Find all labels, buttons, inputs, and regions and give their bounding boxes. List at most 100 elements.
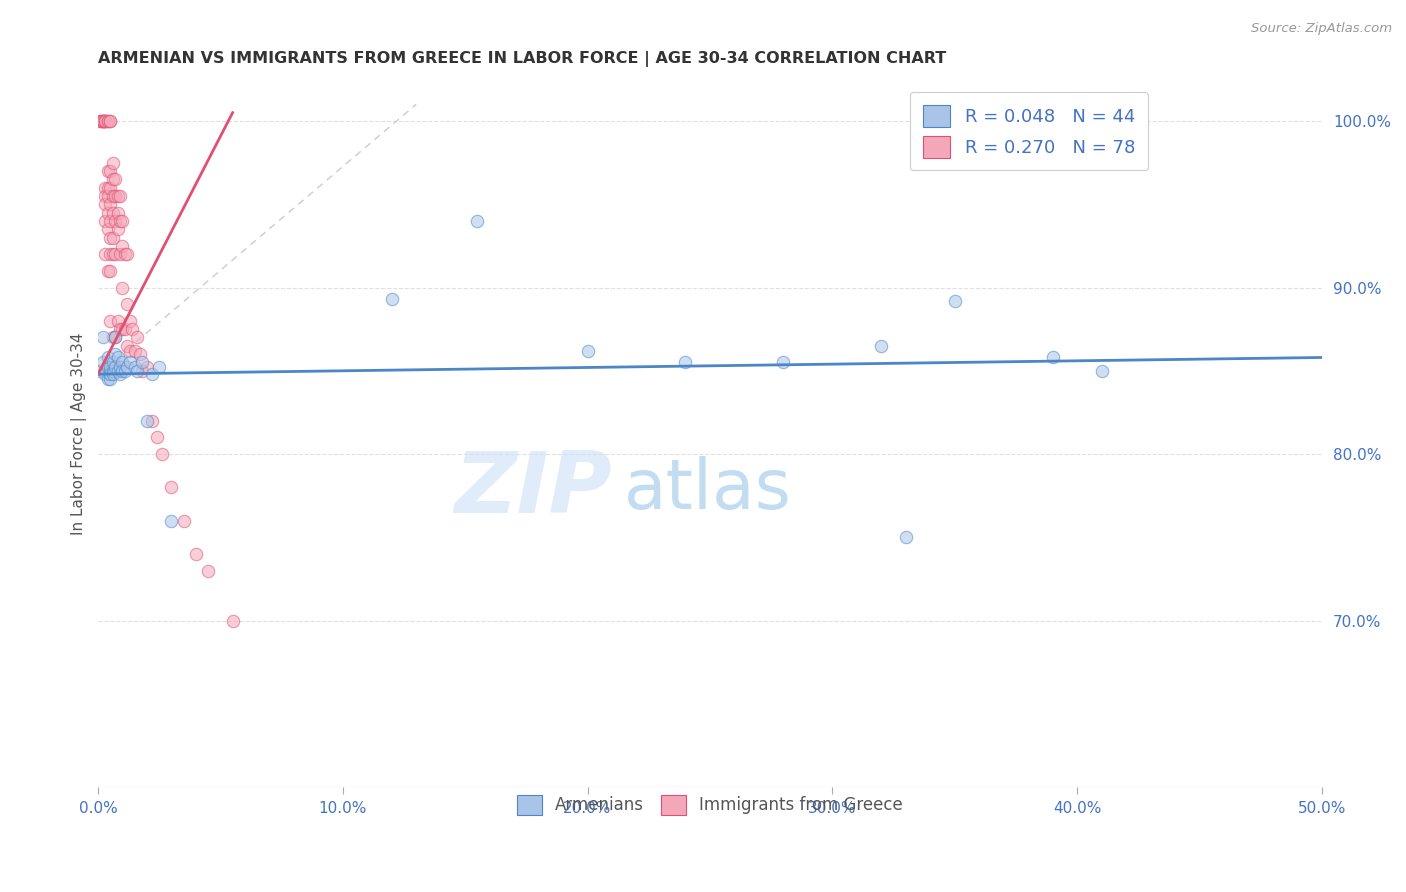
- Point: [97, 360, 120, 375]
- Text: Source: ZipAtlas.com: Source: ZipAtlas.com: [1251, 22, 1392, 36]
- Point: [107, 222, 129, 236]
- Point: [94, 114, 117, 128]
- Point: [97, 222, 120, 236]
- Text: ZIP: ZIP: [454, 449, 612, 532]
- Point: [141, 414, 163, 428]
- Point: [91, 114, 114, 128]
- Point: [97, 114, 120, 128]
- Point: [114, 247, 136, 261]
- Point: [91, 114, 114, 128]
- Point: [943, 293, 966, 308]
- Point: [107, 205, 129, 219]
- Point: [107, 314, 129, 328]
- Point: [148, 360, 170, 375]
- Point: [108, 360, 131, 375]
- Point: [98, 314, 121, 328]
- Point: [150, 447, 173, 461]
- Point: [91, 114, 114, 128]
- Point: [89, 114, 111, 128]
- Legend: Armenians, Immigrants from Greece: Armenians, Immigrants from Greece: [508, 784, 912, 825]
- Point: [145, 430, 167, 444]
- Point: [117, 339, 139, 353]
- Point: [108, 322, 131, 336]
- Point: [94, 114, 117, 128]
- Point: [101, 355, 124, 369]
- Point: [107, 189, 129, 203]
- Point: [104, 214, 127, 228]
- Point: [117, 360, 139, 375]
- Text: atlas: atlas: [624, 457, 792, 524]
- Point: [184, 547, 207, 561]
- Point: [104, 347, 127, 361]
- Point: [98, 197, 121, 211]
- Point: [98, 364, 121, 378]
- Point: [104, 330, 127, 344]
- Point: [101, 230, 124, 244]
- Point: [94, 367, 117, 381]
- Point: [127, 364, 149, 378]
- Point: [94, 364, 117, 378]
- Point: [98, 114, 121, 128]
- Point: [98, 114, 121, 128]
- Point: [576, 343, 599, 358]
- Point: [101, 367, 124, 381]
- Point: [136, 414, 159, 428]
- Point: [104, 172, 127, 186]
- Point: [101, 189, 124, 203]
- Point: [124, 360, 146, 375]
- Point: [1090, 364, 1112, 378]
- Point: [118, 355, 141, 369]
- Point: [221, 614, 243, 628]
- Point: [141, 367, 163, 381]
- Point: [111, 364, 134, 378]
- Point: [107, 351, 129, 365]
- Point: [1042, 351, 1064, 365]
- Point: [114, 364, 136, 378]
- Point: [111, 280, 134, 294]
- Point: [894, 530, 917, 544]
- Point: [97, 189, 120, 203]
- Point: [91, 114, 114, 128]
- Point: [131, 355, 153, 369]
- Point: [94, 197, 117, 211]
- Point: [97, 205, 120, 219]
- Point: [111, 355, 134, 369]
- Point: [101, 205, 124, 219]
- Point: [101, 364, 124, 378]
- Point: [108, 189, 131, 203]
- Point: [98, 214, 121, 228]
- Point: [98, 360, 121, 375]
- Point: [97, 264, 120, 278]
- Point: [97, 164, 120, 178]
- Point: [108, 367, 131, 381]
- Point: [121, 322, 143, 336]
- Point: [124, 343, 146, 358]
- Point: [97, 372, 120, 386]
- Point: [94, 247, 117, 261]
- Point: [101, 172, 124, 186]
- Point: [91, 114, 114, 128]
- Point: [104, 330, 127, 344]
- Point: [94, 214, 117, 228]
- Point: [98, 164, 121, 178]
- Point: [91, 330, 114, 344]
- Point: [94, 180, 117, 194]
- Text: ARMENIAN VS IMMIGRANTS FROM GREECE IN LABOR FORCE | AGE 30-34 CORRELATION CHART: ARMENIAN VS IMMIGRANTS FROM GREECE IN LA…: [98, 51, 946, 67]
- Point: [97, 351, 120, 365]
- Point: [381, 292, 404, 306]
- Point: [128, 347, 150, 361]
- Point: [97, 114, 120, 128]
- Point: [772, 355, 794, 369]
- Point: [108, 247, 131, 261]
- Point: [111, 322, 134, 336]
- Point: [91, 355, 114, 369]
- Point: [118, 343, 141, 358]
- Point: [104, 189, 127, 203]
- Point: [104, 360, 127, 375]
- Point: [94, 189, 117, 203]
- Point: [101, 155, 124, 169]
- Point: [111, 239, 134, 253]
- Y-axis label: In Labor Force | Age 30-34: In Labor Force | Age 30-34: [72, 332, 87, 534]
- Point: [136, 360, 159, 375]
- Point: [98, 367, 121, 381]
